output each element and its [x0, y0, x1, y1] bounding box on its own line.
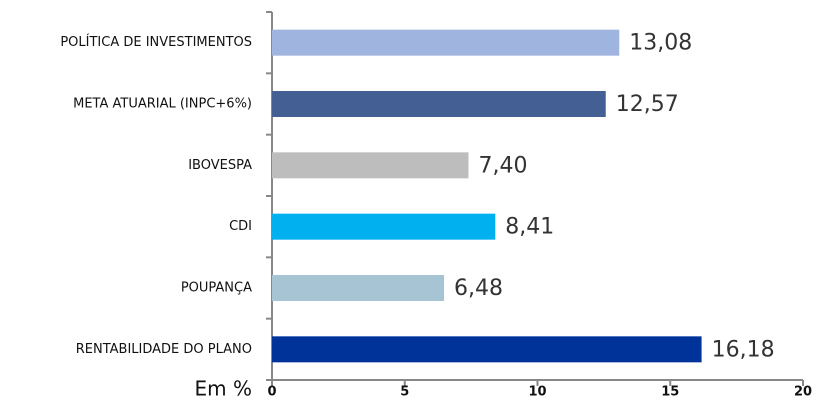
value-label: 16,18	[712, 337, 775, 362]
bar	[272, 336, 702, 363]
category-label: CDI	[229, 219, 252, 234]
category-label: RENTABILIDADE DO PLANO	[76, 342, 252, 357]
x-axis-label: Em %	[195, 377, 252, 401]
x-tick-label: 20	[794, 385, 812, 400]
bar	[272, 29, 620, 56]
value-label: 7,40	[478, 153, 527, 178]
value-label: 12,57	[616, 92, 679, 117]
x-tick-label: 10	[528, 385, 546, 400]
x-tick-label: 15	[661, 385, 679, 400]
value-label: 13,08	[629, 31, 692, 56]
x-tick-label: 0	[267, 385, 276, 400]
category-label: POLÍTICA DE INVESTIMENTOS	[60, 34, 252, 50]
bar	[272, 213, 496, 240]
bar	[272, 91, 606, 117]
category-label: IBOVESPA	[188, 158, 252, 173]
x-tick-label: 5	[400, 385, 409, 400]
category-label: META ATUARIAL (INPC+6%)	[73, 97, 252, 112]
bar	[272, 275, 445, 301]
value-label: 8,41	[505, 215, 554, 240]
category-label: POUPANÇA	[181, 281, 252, 296]
value-label: 6,48	[454, 276, 503, 301]
bar	[272, 152, 469, 179]
